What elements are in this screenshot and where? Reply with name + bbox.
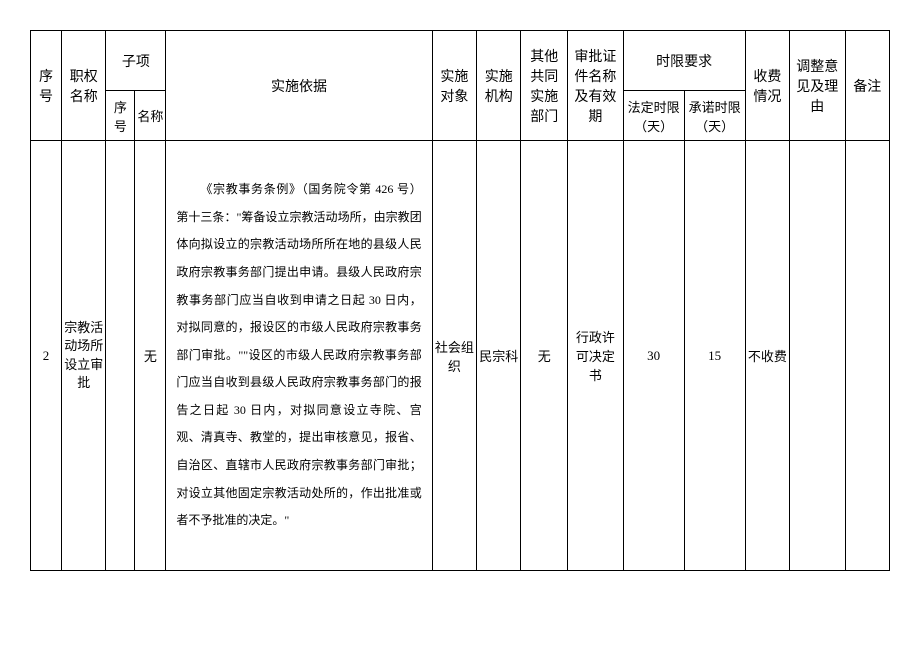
header-time-promise: 承诺时限（天）	[684, 91, 745, 141]
cell-agency: 民宗科	[477, 141, 521, 571]
header-remark: 备注	[845, 31, 889, 141]
header-name: 职权名称	[62, 31, 106, 141]
header-target: 实施对象	[432, 31, 476, 141]
header-time-req: 时限要求	[623, 31, 745, 91]
header-time-legal: 法定时限（天）	[623, 91, 684, 141]
cell-name: 宗教活动场所设立审批	[62, 141, 106, 571]
cell-subitem-seq	[106, 141, 135, 571]
cell-time-legal: 30	[623, 141, 684, 571]
header-subitem-seq: 序号	[106, 91, 135, 141]
cell-time-promise: 15	[684, 141, 745, 571]
cell-adjust	[790, 141, 845, 571]
cell-remark	[845, 141, 889, 571]
table-row: 2 宗教活动场所设立审批 无 《宗教事务条例》（国务院令第 426 号）第十三条…	[31, 141, 890, 571]
header-other-dept: 其他共同实施部门	[521, 31, 568, 141]
cell-seq: 2	[31, 141, 62, 571]
cell-basis: 《宗教事务条例》（国务院令第 426 号）第十三条："筹备设立宗教活动场所，由宗…	[166, 141, 432, 571]
cell-subitem-name: 无	[135, 141, 166, 571]
cell-fee: 不收费	[745, 141, 789, 571]
header-seq: 序号	[31, 31, 62, 141]
header-subitem-name: 名称	[135, 91, 166, 141]
header-basis: 实施依据	[166, 31, 432, 141]
header-agency: 实施机构	[477, 31, 521, 141]
approval-table: 序号 职权名称 子项 实施依据 实施对象 实施机构 其他共同实施部门 审批证件名…	[30, 30, 890, 571]
header-cert: 审批证件名称及有效期	[568, 31, 623, 141]
header-fee: 收费情况	[745, 31, 789, 141]
cell-cert: 行政许可决定书	[568, 141, 623, 571]
header-subitem: 子项	[106, 31, 166, 91]
cell-other-dept: 无	[521, 141, 568, 571]
cell-target: 社会组织	[432, 141, 476, 571]
header-adjust: 调整意见及理由	[790, 31, 845, 141]
